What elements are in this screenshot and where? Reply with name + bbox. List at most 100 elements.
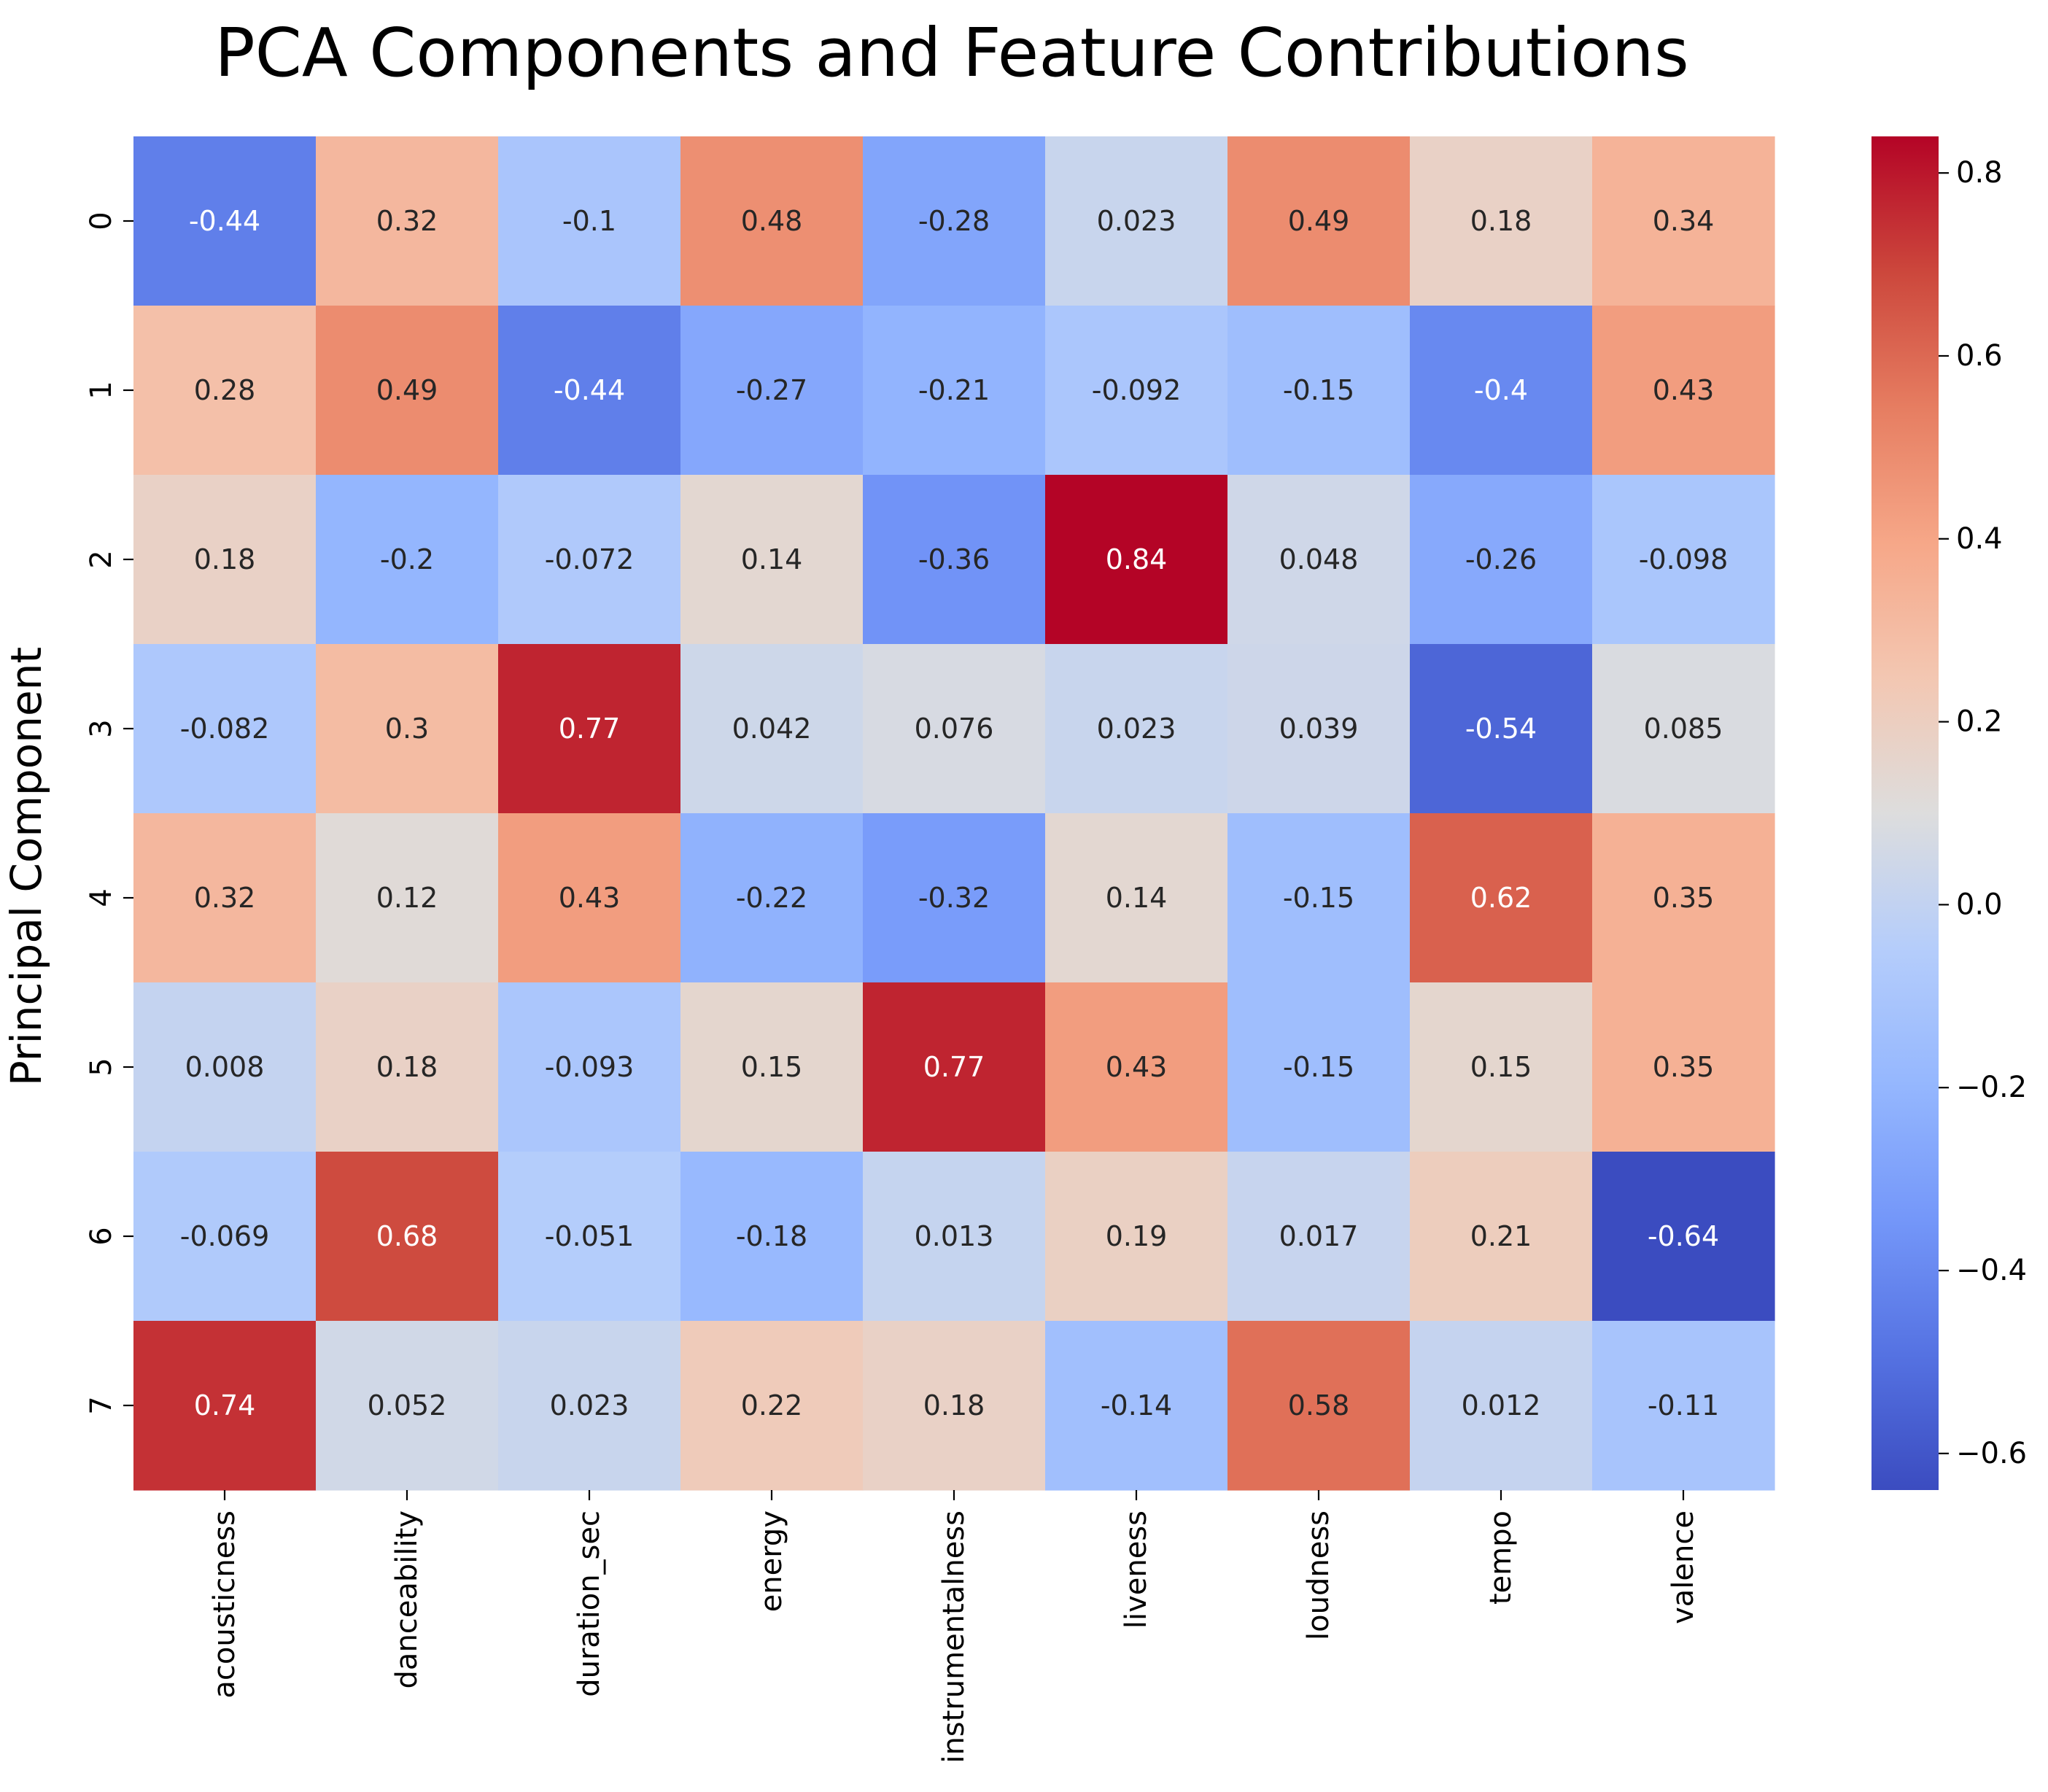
chart-title: PCA Components and Feature Contributions	[214, 14, 1689, 92]
heatmap-cell-labels: -0.44 0.32 -0.1 0.48 -0.28 0.023 0.49 0.18 0.34 0…	[180, 205, 1729, 1421]
y-tick-label: 1	[85, 381, 118, 399]
cell-value-label: 0.18	[1470, 205, 1532, 237]
colorbar-tick-label: 0.6	[1956, 339, 2003, 373]
cell-value-label: -0.1	[562, 205, 616, 237]
heatmap-cell	[1592, 813, 1775, 983]
colorbar-gradient	[1871, 136, 1939, 1490]
cell-value-label: 0.017	[1279, 1220, 1359, 1252]
heatmap-cell	[680, 136, 864, 306]
cell-value-label: -0.54	[1465, 713, 1537, 745]
y-tick-label: 7	[85, 1396, 118, 1414]
y-tick-label: 4	[85, 888, 118, 907]
heatmap-cell	[680, 813, 864, 983]
colorbar-tick-label: −0.4	[1956, 1254, 2027, 1287]
cell-value-label: 0.49	[376, 374, 438, 406]
heatmap-cell	[1227, 136, 1411, 306]
cell-value-label: 0.085	[1644, 713, 1723, 745]
cell-value-label: 0.49	[1288, 205, 1350, 237]
x-tick-label: tempo	[1484, 1510, 1518, 1605]
cell-value-label: 0.012	[1462, 1389, 1541, 1421]
colorbar-tick-label: 0.4	[1956, 522, 2003, 556]
heatmap-cell	[680, 644, 864, 814]
cell-value-label: 0.48	[741, 205, 803, 237]
heatmap-cell	[498, 475, 681, 645]
cell-value-label: 0.32	[376, 205, 438, 237]
cell-value-label: -0.15	[1283, 374, 1354, 406]
x-tick-label: instrumentalness	[937, 1510, 971, 1764]
cell-value-label: 0.28	[194, 374, 256, 406]
heatmap-cell	[133, 136, 317, 306]
y-axis-ticks: 0 1 2 3 4 5 6 7	[85, 212, 133, 1415]
heatmap-cell	[680, 1321, 864, 1491]
colorbar-tick-label: −0.2	[1956, 1071, 2027, 1104]
cell-value-label: 0.74	[194, 1389, 256, 1421]
heatmap-cell	[1410, 1152, 1593, 1322]
heatmap-cell	[863, 136, 1046, 306]
cell-value-label: -0.44	[554, 374, 625, 406]
cell-value-label: -0.18	[736, 1220, 807, 1252]
heatmap-cell	[498, 1152, 681, 1322]
cell-value-label: -0.069	[180, 1220, 270, 1252]
heatmap-cell	[680, 1152, 864, 1322]
cell-value-label: 0.039	[1279, 713, 1359, 745]
heatmap-cell	[316, 475, 499, 645]
heatmap-cell	[1592, 136, 1775, 306]
heatmap-cell	[316, 644, 499, 814]
heatmap-cell	[863, 306, 1046, 476]
cell-value-label: 0.34	[1653, 205, 1715, 237]
cell-value-label: -0.27	[736, 374, 807, 406]
cell-value-label: -0.082	[180, 713, 270, 745]
heatmap-cell	[1592, 644, 1775, 814]
heatmap-cell	[863, 475, 1046, 645]
y-tick-label: 3	[85, 719, 118, 737]
heatmap-cell	[1045, 644, 1228, 814]
heatmap-cell	[863, 1321, 1046, 1491]
heatmap-cell	[133, 1152, 317, 1322]
heatmap-cell	[133, 644, 317, 814]
cell-value-label: 0.62	[1470, 882, 1532, 914]
heatmap-cell	[680, 475, 864, 645]
cell-value-label: 0.048	[1279, 543, 1359, 575]
x-tick-label: liveness	[1120, 1510, 1153, 1629]
heatmap-cell	[133, 813, 317, 983]
cell-value-label: 0.21	[1470, 1220, 1532, 1252]
cell-value-label: -0.4	[1474, 374, 1528, 406]
heatmap-cell	[316, 982, 499, 1152]
cell-value-label: 0.35	[1653, 1051, 1715, 1083]
heatmap-cell	[133, 1321, 317, 1491]
heatmap-cell	[1045, 982, 1228, 1152]
heatmap-cell	[1227, 1321, 1411, 1491]
cell-value-label: 0.023	[550, 1389, 629, 1421]
cell-value-label: 0.008	[185, 1051, 265, 1083]
heatmap-cell	[316, 306, 499, 476]
cell-value-label: -0.28	[918, 205, 990, 237]
cell-value-label: 0.023	[1097, 205, 1176, 237]
cell-value-label: -0.2	[380, 543, 434, 575]
cell-value-label: 0.43	[559, 882, 621, 914]
cell-value-label: -0.32	[918, 882, 990, 914]
heatmap-cell	[1045, 306, 1228, 476]
cell-value-label: 0.58	[1288, 1389, 1350, 1421]
heatmap-cell	[1410, 136, 1593, 306]
heatmap-cell	[1410, 813, 1593, 983]
cell-value-label: 0.22	[741, 1389, 803, 1421]
cell-value-label: -0.092	[1092, 374, 1182, 406]
cell-value-label: -0.098	[1639, 543, 1729, 575]
y-tick-label: 5	[85, 1058, 118, 1076]
cell-value-label: -0.15	[1283, 1051, 1354, 1083]
heatmap-cell	[1592, 475, 1775, 645]
colorbar-tick-label: 0.2	[1956, 705, 2003, 739]
heatmap-cell	[1227, 813, 1411, 983]
heatmap-cell	[1045, 136, 1228, 306]
heatmap-cell	[1045, 1152, 1228, 1322]
cell-value-label: 0.052	[368, 1389, 447, 1421]
cell-value-label: 0.32	[194, 882, 256, 914]
heatmap-cell	[863, 644, 1046, 814]
cell-value-label: -0.11	[1648, 1389, 1719, 1421]
cell-value-label: 0.042	[732, 713, 812, 745]
cell-value-label: 0.3	[385, 713, 429, 745]
heatmap-cell	[498, 136, 681, 306]
cell-value-label: -0.14	[1101, 1389, 1172, 1421]
cell-value-label: 0.77	[559, 713, 621, 745]
heatmap-cell	[316, 1152, 499, 1322]
